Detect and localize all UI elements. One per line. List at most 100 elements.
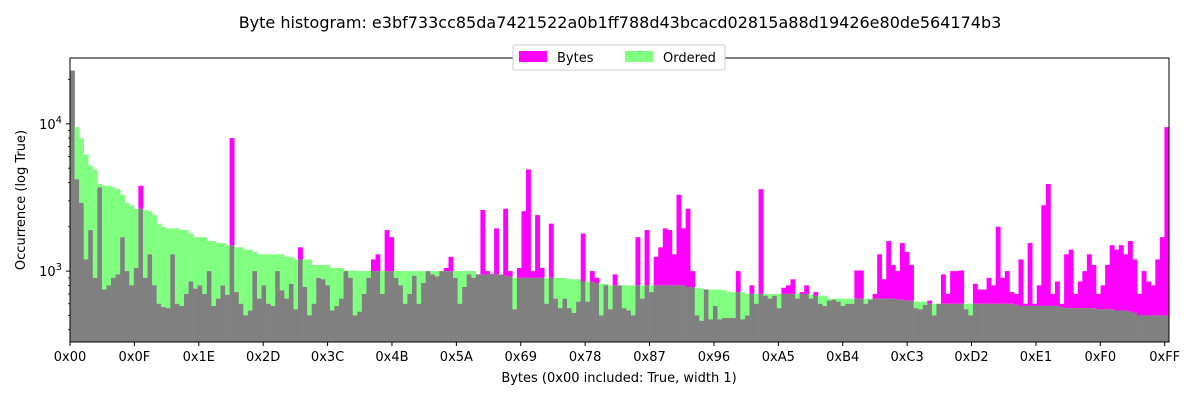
- bar-overlap-100: [526, 277, 531, 342]
- bar-ordered-22: [170, 228, 176, 255]
- bar-overlap-181: [895, 299, 901, 342]
- bar-overlap-117: [603, 285, 609, 342]
- bar-overlap-166: [826, 300, 832, 342]
- bar-overlap-146: [735, 292, 741, 342]
- bar-overlap-200: [982, 303, 987, 342]
- bar-overlap-90: [480, 274, 486, 342]
- bar-overlap-91: [484, 274, 490, 342]
- bar-overlap-27: [193, 288, 198, 342]
- bar-overlap-98: [516, 277, 522, 342]
- legend: Bytes Ordered: [512, 44, 726, 71]
- bar-overlap-102: [535, 277, 540, 342]
- y-tick-label-10000: 104: [39, 115, 62, 133]
- x-tick-label-0x96: 0x96: [698, 350, 731, 365]
- bar-ordered-125: [640, 285, 645, 299]
- bar-overlap-235: [1141, 315, 1147, 342]
- bar-ordered-85: [457, 271, 463, 304]
- bar-bytes-82: [443, 267, 449, 272]
- bar-overlap-127: [649, 292, 654, 342]
- bar-ordered-110: [571, 279, 577, 313]
- bar-overlap-126: [644, 285, 650, 342]
- bar-overlap-165: [822, 305, 828, 342]
- bar-ordered-111: [576, 279, 582, 302]
- bar-overlap-0: [70, 70, 75, 342]
- bar-bytes-15: [138, 185, 144, 209]
- bar-bytes-193: [950, 271, 955, 304]
- bar-bytes-172: [854, 270, 860, 299]
- bar-overlap-108: [562, 298, 568, 342]
- bar-overlap-169: [840, 305, 846, 342]
- bar-ordered-46: [279, 254, 285, 291]
- bar-overlap-95: [503, 275, 509, 342]
- bar-overlap-59: [339, 298, 344, 342]
- bar-overlap-160: [799, 293, 805, 342]
- bar-overlap-161: [804, 293, 810, 342]
- bar-overlap-113: [585, 301, 591, 342]
- bar-ordered-113: [585, 281, 591, 302]
- bar-overlap-30: [206, 271, 212, 342]
- bar-overlap-89: [475, 274, 481, 342]
- bar-overlap-64: [361, 293, 367, 342]
- bar-overlap-17: [147, 254, 153, 342]
- bar-bytes-222: [1082, 271, 1088, 309]
- bar-overlap-170: [845, 303, 851, 342]
- bar-ordered-33: [220, 243, 226, 286]
- bar-bytes-66: [370, 259, 376, 272]
- bar-overlap-72: [398, 285, 404, 342]
- bar-overlap-142: [717, 319, 723, 342]
- chart-title: Byte histogram: e3bf733cc85da7421522a0b1…: [239, 13, 1002, 32]
- bar-overlap-210: [1027, 305, 1033, 342]
- bar-bytes-205: [1004, 271, 1010, 304]
- bar-ordered-170: [845, 298, 851, 304]
- bar-bytes-98: [516, 267, 522, 278]
- bar-ordered-17: [147, 211, 153, 255]
- x-tick-label-0x5A: 0x5A: [440, 350, 473, 365]
- bar-overlap-156: [781, 293, 787, 342]
- bar-bytes-105: [548, 223, 554, 278]
- bar-overlap-114: [589, 281, 595, 342]
- bar-overlap-215: [1050, 305, 1056, 342]
- bar-overlap-75: [412, 275, 417, 342]
- bar-bytes-161: [804, 285, 810, 294]
- bar-ordered-26: [188, 233, 194, 282]
- bar-ordered-197: [968, 303, 974, 316]
- bar-overlap-128: [653, 285, 659, 342]
- bar-overlap-227: [1105, 309, 1111, 342]
- bar-ordered-122: [626, 285, 632, 311]
- bar-overlap-205: [1004, 303, 1010, 342]
- x-tick-label-0x00: 0x00: [54, 350, 87, 365]
- bar-overlap-214: [1045, 305, 1051, 342]
- bar-bytes-132: [671, 254, 677, 286]
- bar-overlap-162: [808, 298, 814, 342]
- x-tick-label-0x78: 0x78: [569, 350, 602, 365]
- bar-bytes-101: [530, 271, 536, 278]
- bar-overlap-138: [699, 320, 705, 342]
- bar-bytes-201: [986, 277, 992, 304]
- x-tick-label-0xFF: 0xFF: [1149, 350, 1180, 365]
- bar-ordered-53: [311, 265, 317, 304]
- bar-overlap-187: [922, 304, 928, 342]
- bar-ordered-63: [357, 271, 363, 312]
- bar-overlap-192: [945, 303, 951, 342]
- bar-overlap-196: [963, 309, 969, 342]
- bar-bytes-176: [872, 293, 878, 299]
- bar-ordered-64: [361, 271, 367, 294]
- bar-overlap-171: [849, 303, 855, 342]
- bar-overlap-67: [375, 271, 381, 342]
- bar-bytes-70: [389, 237, 395, 272]
- bar-bytes-96: [507, 271, 513, 277]
- bar-bytes-163: [813, 292, 819, 296]
- bar-overlap-199: [977, 303, 983, 342]
- bar-overlap-3: [83, 259, 89, 342]
- bar-overlap-82: [443, 271, 449, 342]
- bar-bytes-221: [1077, 281, 1083, 309]
- bar-bytes-90: [480, 209, 486, 275]
- bar-bytes-128: [653, 256, 659, 286]
- bar-ordered-36: [234, 247, 240, 293]
- bar-overlap-228: [1109, 309, 1115, 342]
- bar-ordered-74: [407, 271, 413, 294]
- bar-overlap-151: [758, 293, 764, 342]
- bar-overlap-216: [1055, 305, 1060, 342]
- bar-ordered-121: [621, 285, 627, 309]
- bar-bytes-177: [877, 254, 883, 299]
